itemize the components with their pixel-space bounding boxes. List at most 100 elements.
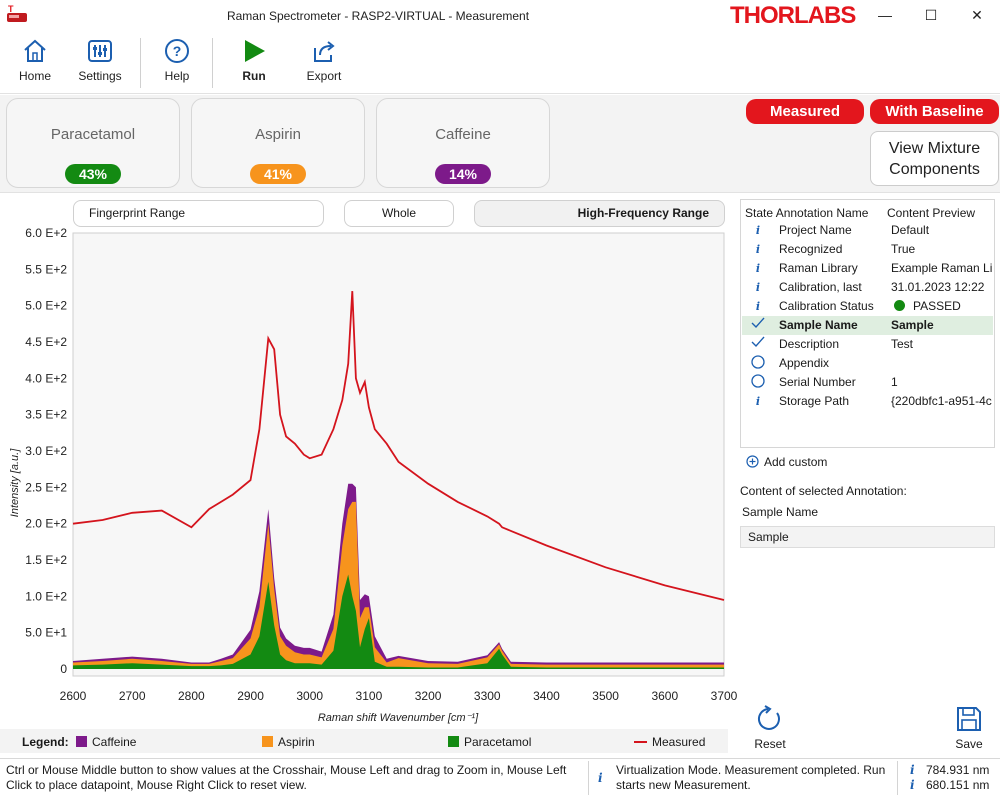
annotation-row[interactable]: i Storage Path {220dbfc1-a951-4c bbox=[742, 392, 993, 411]
legend-item-measured: Measured bbox=[634, 735, 705, 749]
view-mixture-components-button[interactable]: View Mixture Components bbox=[870, 131, 999, 186]
annotation-row[interactable]: Serial Number 1 bbox=[742, 373, 993, 392]
component-name: Caffeine bbox=[435, 126, 491, 143]
content-label: Content of selected Annotation: bbox=[740, 484, 907, 498]
measured-series-line bbox=[72, 291, 725, 601]
annotation-row[interactable]: i Project Name Default bbox=[742, 221, 993, 240]
info-icon: i bbox=[755, 300, 761, 313]
home-icon bbox=[24, 39, 46, 62]
export-icon bbox=[314, 41, 335, 62]
status-message-line2: starts new Measurement. bbox=[616, 778, 751, 792]
maximize-button[interactable]: ☐ bbox=[924, 7, 938, 23]
annotation-row[interactable]: i Raman Library Example Raman Lib bbox=[742, 259, 993, 278]
percent-badge: 41% bbox=[250, 164, 306, 184]
legend-item-aspirin: Aspirin bbox=[262, 735, 315, 749]
close-button[interactable]: ✕ bbox=[971, 7, 983, 23]
laser-wavelength: 784.931 nm bbox=[926, 763, 990, 777]
window-title: Raman Spectrometer - RASP2-VIRTUAL - Mea… bbox=[226, 9, 530, 23]
component-card-caffeine[interactable]: Caffeine 14% bbox=[376, 98, 550, 188]
annotation-row[interactable]: i Calibration, last 31.01.2023 12:22 bbox=[742, 278, 993, 297]
status-message-line1: Virtualization Mode. Measurement complet… bbox=[616, 763, 886, 777]
add-custom-button[interactable]: Add custom bbox=[746, 455, 827, 469]
status-hint-line2: Click to place datapoint, Mouse Right Cl… bbox=[6, 778, 307, 792]
annotation-row[interactable]: i Recognized True bbox=[742, 240, 993, 259]
annotation-value: Example Raman Lib bbox=[891, 261, 993, 275]
status-hint-line1: Ctrl or Mouse Middle button to show valu… bbox=[6, 763, 567, 777]
annotation-table[interactable]: State Annotation Name Content Preview i P… bbox=[740, 199, 995, 448]
info-icon: i bbox=[755, 224, 761, 237]
table-header: State Annotation Name Content Preview bbox=[741, 200, 994, 220]
x-tick-label: 3100 bbox=[356, 689, 383, 703]
y-tick-label: 4.0 E+2 bbox=[25, 371, 67, 385]
check-icon bbox=[750, 316, 766, 335]
annotation-value: Default bbox=[891, 223, 930, 237]
annotation-value: {220dbfc1-a951-4c bbox=[891, 394, 992, 408]
y-tick-label: 3.0 E+2 bbox=[25, 444, 67, 458]
settings-label: Settings bbox=[78, 69, 122, 83]
y-tick-label: 3.5 E+2 bbox=[25, 408, 67, 422]
x-tick-label: 2900 bbox=[237, 689, 264, 703]
annotation-name: Serial Number bbox=[779, 375, 856, 389]
annotation-name: Raman Library bbox=[779, 261, 858, 275]
reference-wavelength: 680.151 nm bbox=[926, 778, 990, 792]
whole-range-button[interactable]: Whole bbox=[344, 200, 454, 227]
annotation-name: Recognized bbox=[779, 242, 843, 256]
info-icon: i bbox=[910, 763, 915, 777]
percent-badge: 43% bbox=[65, 164, 121, 184]
y-tick-label: 4.5 E+2 bbox=[25, 335, 67, 349]
annotation-row[interactable]: Sample Name Sample bbox=[742, 316, 993, 335]
x-tick-label: 3700 bbox=[711, 689, 738, 703]
info-icon: i bbox=[755, 243, 761, 256]
annotation-row[interactable]: i Calibration Status PASSED bbox=[742, 297, 993, 316]
save-button[interactable]: Save bbox=[944, 704, 994, 751]
save-icon bbox=[957, 707, 981, 731]
thorlabs-logo: THORLABS bbox=[730, 2, 856, 29]
info-icon: i bbox=[910, 778, 915, 792]
x-tick-label: 2700 bbox=[119, 689, 146, 703]
y-tick-label: 6.0 E+2 bbox=[25, 226, 67, 240]
high-frequency-range-button[interactable]: High-Frequency Range bbox=[474, 200, 725, 227]
run-button[interactable]: Run bbox=[224, 38, 284, 90]
fingerprint-range-button[interactable]: Fingerprint Range bbox=[73, 200, 324, 227]
measured-toggle[interactable]: Measured bbox=[746, 99, 864, 124]
view-mixture-line1: View Mixture bbox=[888, 140, 981, 157]
legend-label: Measured bbox=[652, 735, 706, 749]
y-tick-label: 5.0 E+1 bbox=[25, 626, 67, 640]
export-label: Export bbox=[306, 69, 342, 83]
settings-button[interactable]: Settings bbox=[70, 38, 130, 90]
legend-label: Caffeine bbox=[92, 735, 137, 749]
x-tick-label: 2600 bbox=[60, 689, 87, 703]
component-card-aspirin[interactable]: Aspirin 41% bbox=[191, 98, 365, 188]
home-label: Home bbox=[18, 69, 51, 83]
spectrum-chart[interactable]: 0 5.0 E+1 1.0 E+2 1.5 E+2 2.0 E+2 2.5 E+2 3.0 … bbox=[0, 225, 740, 729]
legend-line bbox=[634, 741, 647, 743]
annotation-row[interactable]: Appendix bbox=[742, 354, 993, 373]
empty-circle-icon bbox=[750, 354, 766, 373]
export-button[interactable]: Export bbox=[294, 38, 354, 90]
help-icon: ? bbox=[165, 39, 189, 63]
reset-button[interactable]: Reset bbox=[745, 704, 795, 751]
home-button[interactable]: Home bbox=[5, 38, 65, 90]
y-tick-label: 2.5 E+2 bbox=[25, 480, 67, 494]
annotation-name: Appendix bbox=[779, 356, 830, 370]
y-tick-label: 2.0 E+2 bbox=[25, 517, 67, 531]
component-card-paracetamol[interactable]: Paracetamol 43% bbox=[6, 98, 180, 188]
annotation-name: Calibration Status bbox=[779, 299, 874, 313]
status-bar: Ctrl or Mouse Middle button to show valu… bbox=[0, 758, 1000, 796]
ribbon-toolbar: Home Settings ? Help Run bbox=[0, 32, 1000, 94]
x-tick-label: 3600 bbox=[651, 689, 678, 703]
x-tick-label: 3300 bbox=[474, 689, 501, 703]
with-baseline-toggle[interactable]: With Baseline bbox=[870, 99, 999, 124]
help-button[interactable]: ? Help bbox=[147, 38, 207, 90]
svg-text:?: ? bbox=[173, 43, 182, 59]
annotation-value: True bbox=[891, 242, 916, 256]
annotation-name: Calibration, last bbox=[779, 280, 862, 294]
save-label: Save bbox=[955, 737, 983, 751]
annotation-value: 1 bbox=[891, 375, 898, 389]
annotation-content-field[interactable]: Sample bbox=[740, 526, 995, 548]
x-tick-label: 2800 bbox=[178, 689, 205, 703]
minimize-button[interactable]: — bbox=[878, 7, 892, 23]
x-tick-label: 3000 bbox=[296, 689, 323, 703]
annotation-row[interactable]: Description Test bbox=[742, 335, 993, 354]
play-icon bbox=[245, 40, 265, 62]
